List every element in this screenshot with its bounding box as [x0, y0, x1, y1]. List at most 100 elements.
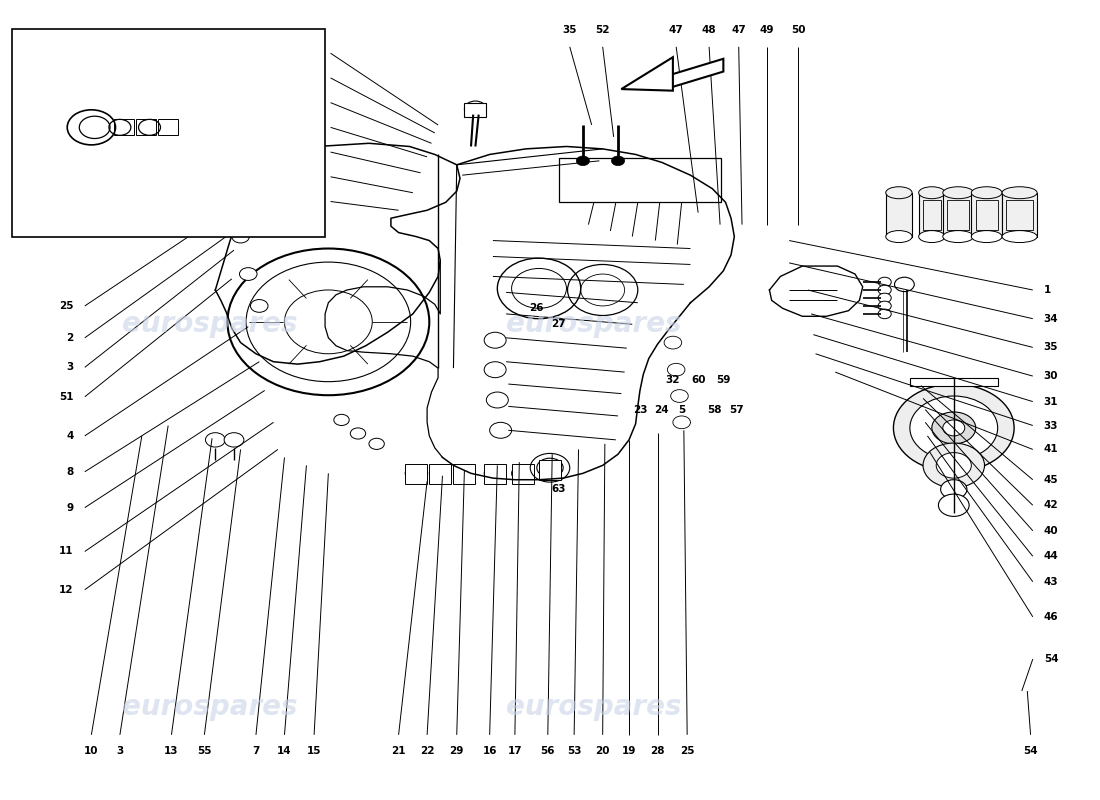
Bar — [886, 193, 912, 237]
Text: 3: 3 — [117, 746, 123, 756]
Ellipse shape — [1002, 186, 1037, 198]
Circle shape — [484, 466, 506, 482]
Circle shape — [878, 278, 891, 286]
Bar — [910, 378, 998, 386]
Circle shape — [224, 433, 244, 447]
Text: 15: 15 — [307, 746, 321, 756]
Circle shape — [206, 433, 225, 447]
Text: 14: 14 — [277, 746, 292, 756]
Text: 50: 50 — [791, 25, 805, 35]
Text: 62: 62 — [134, 226, 150, 236]
Text: 8: 8 — [67, 466, 74, 477]
Circle shape — [464, 101, 486, 117]
Bar — [971, 193, 1002, 237]
Bar — [1006, 200, 1033, 230]
Circle shape — [350, 428, 365, 439]
Circle shape — [878, 301, 891, 310]
Circle shape — [893, 384, 1014, 472]
Text: 61: 61 — [101, 226, 117, 236]
Text: 28: 28 — [650, 746, 664, 756]
Text: 33: 33 — [1044, 421, 1058, 430]
Circle shape — [910, 396, 998, 460]
Text: 54: 54 — [1044, 654, 1058, 664]
Text: 5: 5 — [678, 405, 685, 414]
Text: 17: 17 — [507, 746, 522, 756]
Bar — [918, 193, 945, 237]
Text: 22: 22 — [420, 746, 434, 756]
Circle shape — [512, 466, 534, 482]
Circle shape — [484, 362, 506, 378]
Bar — [947, 200, 969, 230]
Circle shape — [429, 466, 451, 482]
Text: 56: 56 — [540, 746, 556, 756]
Polygon shape — [621, 57, 673, 90]
Text: 35: 35 — [562, 25, 578, 35]
Text: eurospares: eurospares — [506, 310, 682, 338]
Bar — [136, 119, 156, 135]
Text: 27: 27 — [551, 319, 566, 330]
Bar — [976, 200, 998, 230]
Text: 23: 23 — [305, 197, 320, 206]
Text: 2: 2 — [168, 226, 175, 236]
Text: 19: 19 — [621, 746, 636, 756]
Text: 42: 42 — [1044, 500, 1058, 510]
Text: 60: 60 — [691, 375, 705, 385]
Text: 3: 3 — [67, 362, 74, 372]
Circle shape — [878, 309, 891, 318]
Text: 4: 4 — [66, 431, 74, 441]
Text: 45: 45 — [1044, 474, 1058, 485]
Bar — [923, 200, 940, 230]
Text: 52: 52 — [595, 25, 609, 35]
Text: 18: 18 — [233, 226, 248, 236]
Circle shape — [894, 278, 914, 291]
Text: 38: 38 — [305, 48, 320, 58]
Circle shape — [940, 480, 967, 499]
Circle shape — [490, 422, 512, 438]
Ellipse shape — [971, 186, 1002, 198]
Circle shape — [240, 268, 257, 281]
Bar — [1002, 193, 1037, 237]
Circle shape — [537, 458, 563, 478]
Text: 13: 13 — [164, 746, 178, 756]
Text: 43: 43 — [1044, 577, 1058, 586]
Text: 12: 12 — [59, 585, 74, 594]
Text: eurospares: eurospares — [506, 693, 682, 721]
Text: 58: 58 — [707, 405, 722, 414]
Text: 34: 34 — [1044, 314, 1058, 324]
Circle shape — [486, 392, 508, 408]
Text: 36: 36 — [305, 122, 320, 132]
Ellipse shape — [971, 230, 1002, 242]
Text: 54: 54 — [1023, 746, 1038, 756]
Bar — [539, 460, 561, 480]
Circle shape — [664, 336, 682, 349]
Text: 21: 21 — [392, 746, 406, 756]
Bar — [158, 119, 178, 135]
Bar — [12, 30, 326, 237]
Circle shape — [936, 453, 971, 478]
Circle shape — [229, 196, 246, 209]
Text: 59: 59 — [716, 375, 730, 385]
Text: eurospares: eurospares — [122, 693, 298, 721]
Circle shape — [923, 443, 984, 488]
Circle shape — [878, 286, 891, 294]
Text: 20: 20 — [595, 746, 609, 756]
Text: 44: 44 — [1044, 551, 1058, 562]
Circle shape — [668, 363, 685, 376]
Ellipse shape — [943, 186, 974, 198]
Circle shape — [938, 494, 969, 516]
Circle shape — [612, 156, 625, 166]
Circle shape — [368, 438, 384, 450]
Bar — [114, 119, 134, 135]
Text: 53: 53 — [566, 746, 582, 756]
Ellipse shape — [886, 230, 912, 242]
Circle shape — [878, 293, 891, 302]
Ellipse shape — [943, 230, 974, 242]
Ellipse shape — [886, 186, 912, 198]
Text: 41: 41 — [1044, 445, 1058, 454]
Bar — [943, 193, 974, 237]
Text: 47: 47 — [732, 25, 746, 35]
Text: 49: 49 — [760, 25, 774, 35]
Text: eurospares: eurospares — [122, 310, 298, 338]
Text: 23: 23 — [632, 405, 647, 414]
Text: 11: 11 — [59, 546, 74, 557]
